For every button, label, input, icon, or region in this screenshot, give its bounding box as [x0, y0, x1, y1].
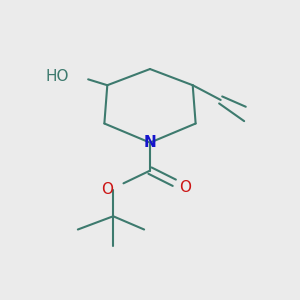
- Text: O: O: [179, 180, 191, 195]
- Text: HO: HO: [46, 70, 69, 85]
- Text: N: N: [144, 135, 156, 150]
- Text: O: O: [101, 182, 113, 197]
